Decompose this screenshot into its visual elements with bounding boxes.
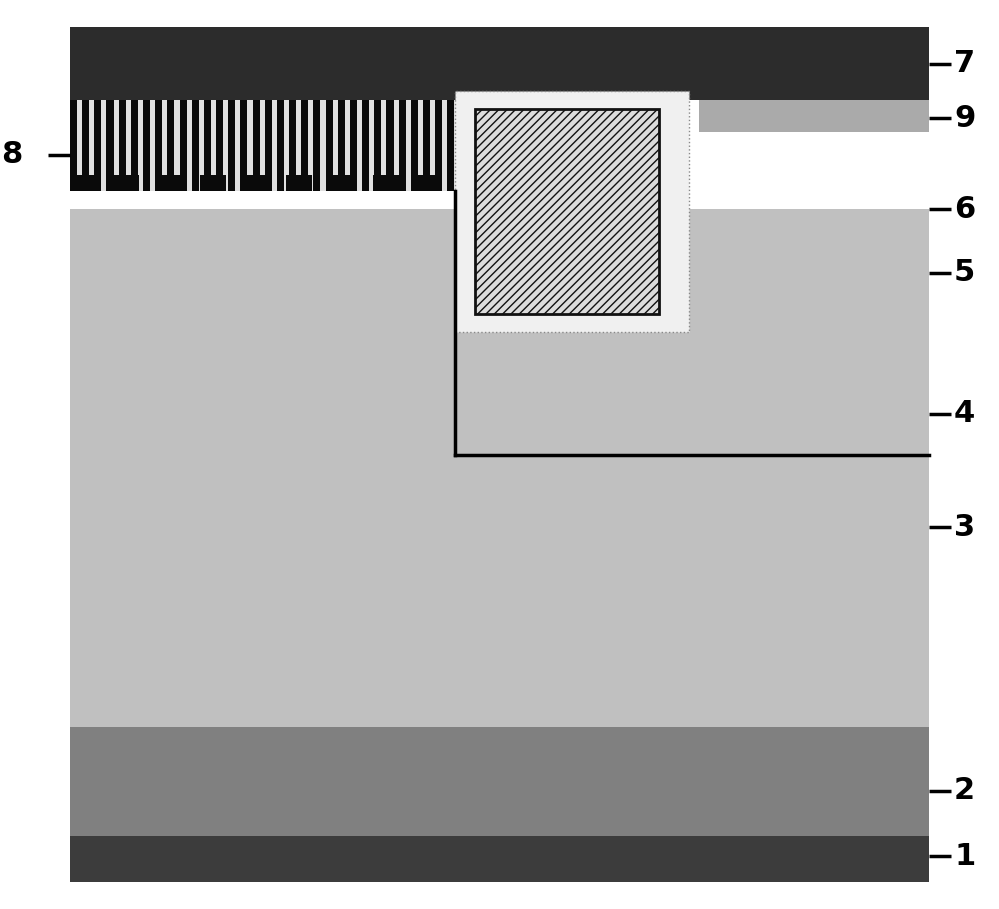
- Bar: [475, 109, 659, 314]
- Text: 8: 8: [1, 140, 22, 169]
- Bar: [180, 100, 187, 191]
- Bar: [101, 100, 107, 191]
- Bar: [243, 175, 269, 191]
- Bar: [399, 100, 406, 191]
- Bar: [350, 100, 357, 191]
- Bar: [436, 100, 443, 191]
- Bar: [187, 100, 192, 191]
- Bar: [338, 100, 345, 191]
- Bar: [175, 100, 180, 191]
- Bar: [284, 100, 289, 191]
- Bar: [289, 100, 296, 191]
- Bar: [248, 100, 253, 191]
- Bar: [406, 100, 411, 191]
- Bar: [77, 100, 82, 191]
- Bar: [277, 100, 284, 191]
- Bar: [168, 100, 175, 191]
- Bar: [155, 100, 162, 191]
- Bar: [418, 100, 423, 191]
- Bar: [126, 100, 131, 191]
- Bar: [333, 100, 338, 191]
- Bar: [411, 100, 418, 191]
- Bar: [70, 836, 929, 882]
- Bar: [162, 100, 168, 191]
- Bar: [216, 100, 223, 191]
- Text: 1: 1: [954, 842, 975, 871]
- Bar: [70, 175, 96, 191]
- Bar: [330, 175, 356, 191]
- Bar: [211, 100, 216, 191]
- Text: 9: 9: [954, 104, 975, 133]
- Bar: [423, 100, 431, 191]
- Bar: [448, 100, 455, 191]
- Bar: [143, 100, 150, 191]
- Bar: [302, 100, 309, 191]
- Bar: [70, 27, 929, 100]
- Bar: [107, 100, 114, 191]
- Bar: [119, 100, 126, 191]
- Bar: [70, 727, 929, 836]
- Bar: [89, 100, 94, 191]
- Bar: [417, 175, 443, 191]
- Text: 4: 4: [954, 399, 975, 428]
- Bar: [200, 175, 226, 191]
- Text: 3: 3: [954, 513, 975, 542]
- Bar: [199, 100, 204, 191]
- Bar: [94, 100, 101, 191]
- Bar: [345, 100, 350, 191]
- Bar: [223, 100, 228, 191]
- Bar: [314, 100, 321, 191]
- Bar: [309, 100, 314, 191]
- Bar: [326, 100, 333, 191]
- Bar: [70, 209, 929, 727]
- Bar: [241, 100, 248, 191]
- Bar: [138, 100, 143, 191]
- Bar: [82, 100, 89, 191]
- Bar: [431, 100, 436, 191]
- Bar: [362, 100, 370, 191]
- Bar: [260, 100, 265, 191]
- Bar: [455, 91, 689, 332]
- Bar: [387, 100, 394, 191]
- Bar: [265, 100, 272, 191]
- Text: 7: 7: [954, 49, 975, 78]
- Bar: [382, 100, 387, 191]
- Text: 5: 5: [954, 258, 975, 287]
- Bar: [357, 100, 363, 191]
- Bar: [287, 175, 313, 191]
- Bar: [443, 100, 448, 191]
- Bar: [150, 100, 155, 191]
- Bar: [236, 100, 241, 191]
- Bar: [375, 100, 382, 191]
- Bar: [157, 175, 183, 191]
- Bar: [394, 100, 399, 191]
- Bar: [113, 175, 139, 191]
- Bar: [131, 100, 138, 191]
- Bar: [699, 100, 929, 132]
- Bar: [272, 100, 277, 191]
- Bar: [373, 175, 399, 191]
- Bar: [70, 100, 77, 191]
- Bar: [204, 100, 211, 191]
- Bar: [370, 100, 375, 191]
- Text: 2: 2: [954, 776, 975, 805]
- Text: 6: 6: [954, 195, 975, 224]
- Bar: [253, 100, 260, 191]
- Bar: [228, 100, 236, 191]
- Bar: [321, 100, 326, 191]
- Bar: [192, 100, 199, 191]
- Bar: [455, 100, 460, 191]
- Bar: [296, 100, 302, 191]
- Bar: [114, 100, 119, 191]
